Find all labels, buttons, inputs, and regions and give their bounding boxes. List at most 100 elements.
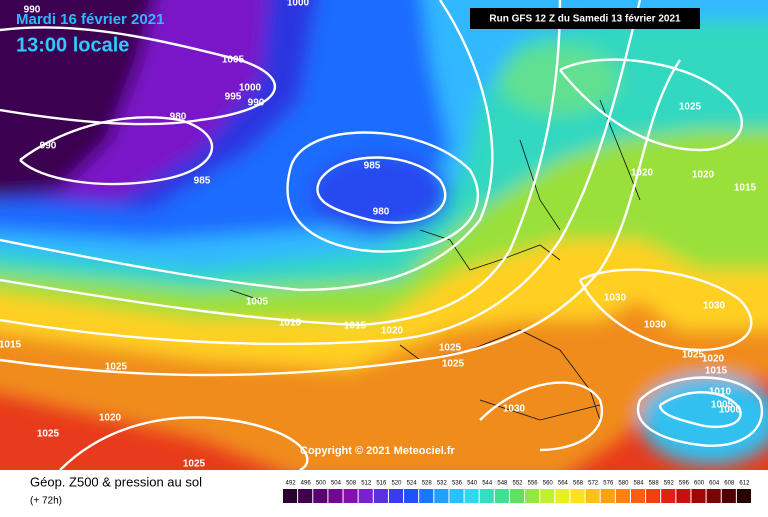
- footer-lead: (+ 72h): [30, 496, 62, 507]
- legend-label: 512: [361, 481, 372, 487]
- isobar-label: 1030: [644, 320, 667, 331]
- legend-swatch: [615, 489, 630, 503]
- isobar-label: 1025: [682, 350, 705, 361]
- isobar-labels: 9901000100510009959909809909859859801005…: [0, 0, 757, 470]
- isobar-label: 995: [225, 92, 242, 103]
- legend-swatch: [283, 489, 298, 503]
- legend-swatch: [388, 489, 404, 503]
- isobar-label: 980: [373, 207, 390, 218]
- footer-title: Géop. Z500 & pression au sol: [30, 474, 202, 489]
- legend-swatch: [600, 489, 615, 503]
- legend-swatch: [434, 489, 449, 503]
- isobar-label: 985: [364, 161, 381, 172]
- isobar-label: 1015: [344, 321, 367, 332]
- legend-label: 492: [286, 481, 297, 487]
- legend-label: 564: [558, 481, 569, 487]
- legend-label: 572: [588, 481, 599, 487]
- legend-label: 600: [694, 481, 705, 487]
- isobar-label: 1025: [439, 343, 462, 354]
- legend-swatch: [343, 489, 358, 503]
- isobar-label: 1025: [183, 459, 206, 470]
- legend-swatch: [358, 489, 373, 503]
- legend-label: 556: [528, 481, 539, 487]
- isobar-label: 1015: [0, 340, 22, 351]
- legend-swatch: [373, 489, 388, 503]
- legend-label: 516: [376, 481, 387, 487]
- isobar-label: 1015: [734, 183, 757, 194]
- legend-label: 604: [709, 481, 720, 487]
- legend-swatch: [419, 489, 434, 503]
- isobar-label: 1005: [246, 297, 269, 308]
- isobar-label: 980: [170, 112, 187, 123]
- isobar-label: 1020: [99, 413, 122, 424]
- legend-swatch: [540, 489, 555, 503]
- legend-label: 544: [482, 481, 493, 487]
- isobar-label: 1005: [711, 400, 734, 411]
- isobar-label: 1020: [702, 354, 725, 365]
- legend-label: 504: [331, 481, 342, 487]
- legend-swatch: [313, 489, 328, 503]
- legend-label: 500: [316, 481, 327, 487]
- legend-label: 532: [437, 481, 448, 487]
- legend-swatch: [404, 489, 419, 503]
- legend-label: 580: [618, 481, 629, 487]
- legend-label: 552: [512, 481, 523, 487]
- copyright: Copyright © 2021 Meteociel.fr: [300, 445, 456, 457]
- isobar-label: 1030: [503, 404, 526, 415]
- legend-label: 524: [407, 481, 418, 487]
- legend-swatch: [736, 489, 751, 503]
- map-field: [0, 0, 768, 470]
- isobar-label: 990: [40, 141, 57, 152]
- legend-swatch: [509, 489, 525, 503]
- isobar-label: 1025: [679, 102, 702, 113]
- isobar-label: 1010: [709, 387, 732, 398]
- isobar-label: 1000: [719, 405, 742, 416]
- legend-label: 584: [634, 481, 645, 487]
- isobar-label: 1025: [105, 362, 128, 373]
- isobar-label: 1025: [37, 429, 60, 440]
- legend-swatch: [691, 489, 706, 503]
- legend-swatch: [646, 489, 661, 503]
- legend-swatch: [721, 489, 736, 503]
- legend-label: 520: [391, 481, 402, 487]
- legend-swatch: [494, 489, 509, 503]
- legend-label: 496: [301, 481, 312, 487]
- legend-swatch: [525, 489, 540, 503]
- isobar-label: 1030: [604, 293, 627, 304]
- isobar-label: 1015: [705, 366, 728, 377]
- legend-label: 540: [467, 481, 478, 487]
- isobar-label: 990: [248, 98, 265, 109]
- isobar-label: 1000: [287, 0, 310, 9]
- legend-label: 508: [346, 481, 357, 487]
- legend-label: 560: [543, 481, 554, 487]
- legend-label: 608: [724, 481, 735, 487]
- legend-swatch: [676, 489, 691, 503]
- legend-label: 568: [573, 481, 584, 487]
- date-label: Mardi 16 février 2021: [16, 11, 164, 28]
- legend-label: 548: [497, 481, 508, 487]
- legend-swatch: [449, 489, 464, 503]
- legend-label: 588: [649, 481, 660, 487]
- legend-label: 596: [679, 481, 690, 487]
- isobar-label: 1030: [703, 301, 726, 312]
- run-box: [470, 8, 700, 29]
- legend-swatch: [298, 489, 313, 503]
- legend-label: 536: [452, 481, 463, 487]
- legend-swatch: [464, 489, 479, 503]
- isobar-label: 1005: [222, 55, 245, 66]
- isobar-label: 985: [194, 176, 211, 187]
- isobar-label: 1020: [692, 170, 715, 181]
- legend-label: 612: [739, 481, 750, 487]
- isobar-label: 1020: [381, 326, 404, 337]
- isobar-label: 1010: [279, 318, 302, 329]
- legend-label: 528: [422, 481, 433, 487]
- isobar-label: 990: [24, 5, 41, 16]
- isobar-label: 1025: [442, 359, 465, 370]
- legend-swatch: [630, 489, 646, 503]
- isobar-label: 1020: [631, 168, 654, 179]
- legend-swatch: [706, 489, 721, 503]
- legend-swatch: [661, 489, 676, 503]
- time-label: 13:00 locale: [16, 34, 129, 56]
- legend: 492 496 500 504 508 512 516 520 524 528 532 536 540 5…: [283, 481, 751, 503]
